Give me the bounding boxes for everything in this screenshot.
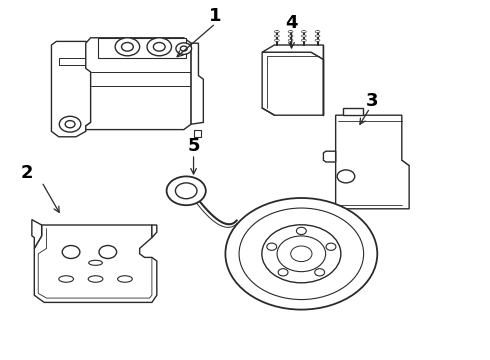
- Polygon shape: [59, 58, 86, 65]
- Circle shape: [278, 269, 288, 276]
- Circle shape: [175, 183, 197, 199]
- Polygon shape: [194, 130, 201, 137]
- Circle shape: [147, 38, 172, 56]
- Ellipse shape: [288, 39, 293, 41]
- Ellipse shape: [301, 31, 306, 33]
- Polygon shape: [191, 43, 203, 124]
- Polygon shape: [336, 115, 409, 209]
- Ellipse shape: [59, 276, 74, 282]
- Circle shape: [62, 246, 80, 258]
- Ellipse shape: [118, 276, 132, 282]
- Polygon shape: [51, 41, 91, 137]
- Polygon shape: [86, 38, 191, 130]
- Circle shape: [296, 227, 306, 235]
- Text: 2: 2: [21, 164, 33, 182]
- Ellipse shape: [315, 35, 320, 37]
- Circle shape: [315, 269, 324, 276]
- Ellipse shape: [288, 35, 293, 37]
- Polygon shape: [343, 108, 363, 115]
- Circle shape: [167, 176, 206, 205]
- Circle shape: [277, 236, 326, 272]
- Polygon shape: [262, 52, 323, 115]
- Polygon shape: [98, 38, 186, 58]
- Circle shape: [176, 43, 192, 54]
- Circle shape: [291, 246, 312, 262]
- Polygon shape: [34, 225, 157, 302]
- Ellipse shape: [88, 276, 103, 282]
- Circle shape: [59, 116, 81, 132]
- Circle shape: [267, 243, 277, 250]
- Circle shape: [326, 243, 336, 250]
- Polygon shape: [323, 151, 336, 162]
- Ellipse shape: [89, 260, 102, 265]
- Ellipse shape: [288, 31, 293, 33]
- Circle shape: [180, 46, 187, 51]
- Circle shape: [337, 170, 355, 183]
- Text: 3: 3: [366, 92, 379, 110]
- Circle shape: [225, 198, 377, 310]
- Circle shape: [239, 208, 364, 300]
- Polygon shape: [152, 225, 157, 238]
- Circle shape: [262, 225, 341, 283]
- Ellipse shape: [301, 35, 306, 37]
- Text: 5: 5: [187, 137, 200, 155]
- Text: 4: 4: [285, 14, 298, 32]
- Ellipse shape: [301, 39, 306, 41]
- Circle shape: [153, 42, 165, 51]
- Circle shape: [122, 42, 133, 51]
- Polygon shape: [32, 220, 42, 248]
- Polygon shape: [262, 45, 323, 59]
- Text: 1: 1: [209, 7, 222, 25]
- Ellipse shape: [315, 39, 320, 41]
- Ellipse shape: [274, 39, 279, 41]
- Circle shape: [65, 121, 75, 128]
- Ellipse shape: [315, 31, 320, 33]
- Ellipse shape: [274, 35, 279, 37]
- Circle shape: [99, 246, 117, 258]
- Circle shape: [115, 38, 140, 56]
- Ellipse shape: [274, 31, 279, 33]
